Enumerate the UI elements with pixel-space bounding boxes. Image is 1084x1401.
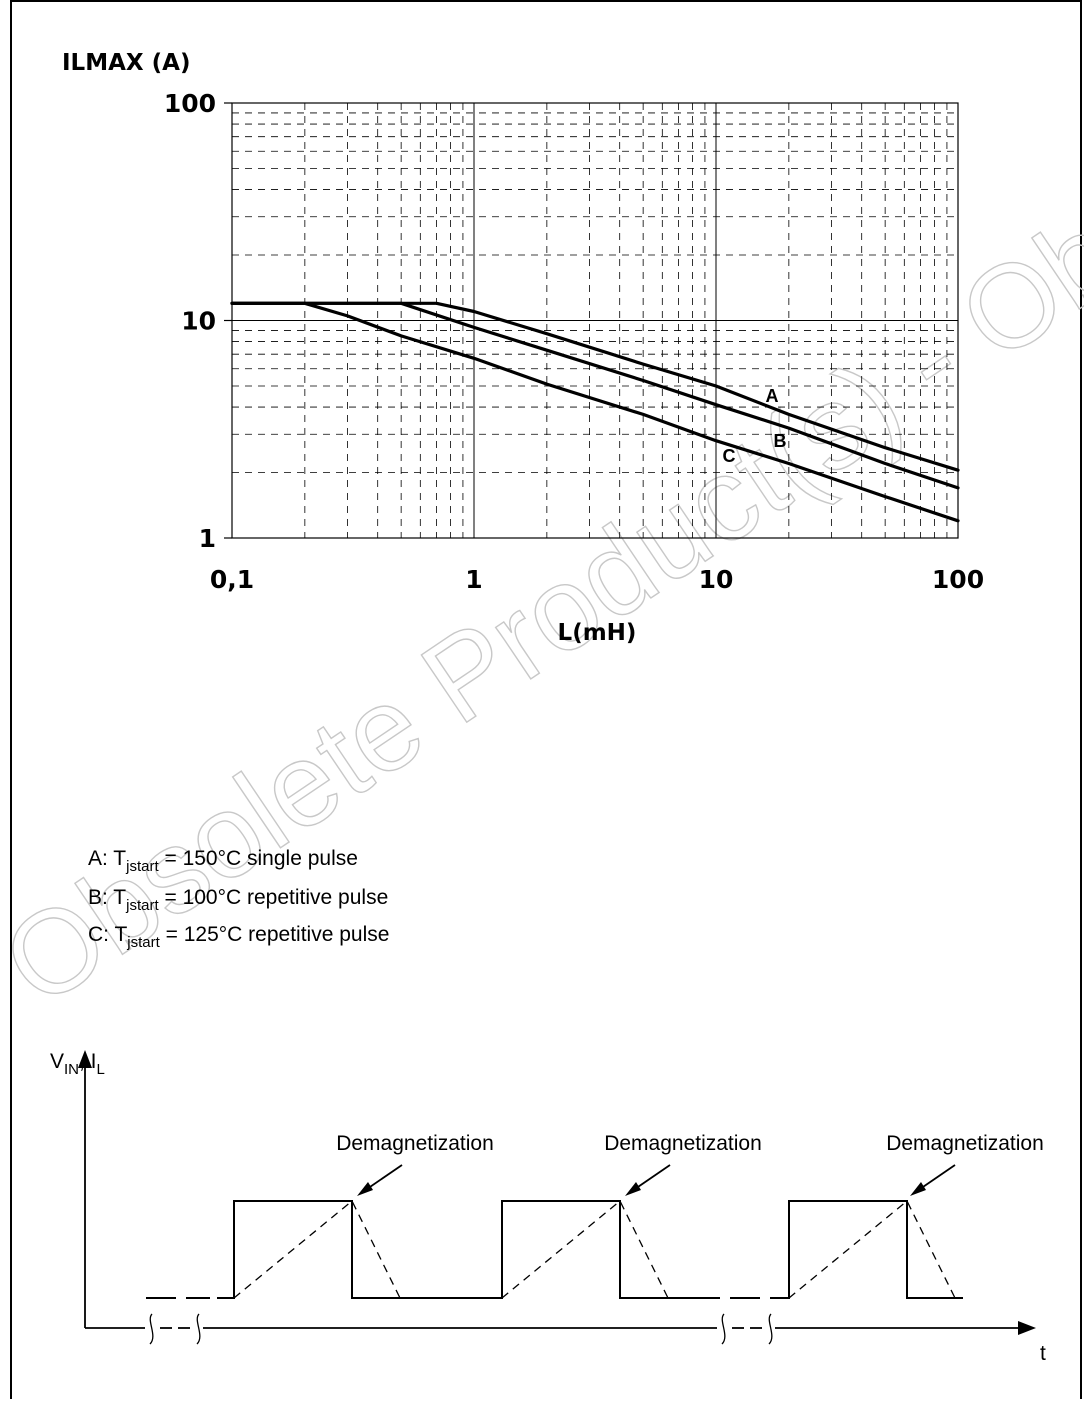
demagnetization-arrow-icon: [625, 1182, 641, 1196]
y-tick-label: 100: [164, 89, 216, 118]
y-axis-title: ILMAX (A): [62, 50, 190, 76]
legend: A: Tjstart = 150°C single pulse B: Tjsta…: [88, 847, 389, 951]
y-tick-label: 1: [199, 524, 216, 553]
waveform-diagram: VIN, IL t: [50, 1050, 1046, 1365]
il-current-trace: [233, 1199, 956, 1299]
annotation-arrows: [357, 1164, 956, 1196]
axis-break-marks: [149, 1313, 773, 1345]
series-line-c: [230, 301, 960, 523]
demagnetization-arrow-icon: [910, 1182, 926, 1196]
vin-pulse-trace: [146, 1200, 963, 1299]
series-line-b: [230, 301, 960, 490]
waveform-x-label: t: [1040, 1342, 1046, 1365]
chart-grid: [224, 102, 959, 539]
watermark-text: Obsolete Product(s) - Obsolete Product(s…: [0, 0, 1084, 1032]
x-tick-label: 10: [699, 565, 734, 594]
annotation-demagnetization-2: Demagnetization: [604, 1132, 762, 1155]
annotation-demagnetization-3: Demagnetization: [886, 1132, 1044, 1155]
page-frame: [10, 0, 1082, 1399]
x-tick-label: 1: [465, 565, 482, 594]
series-label-c: C: [723, 446, 736, 466]
x-tick-label: 100: [932, 565, 984, 594]
legend-item-b: B: Tjstart = 100°C repetitive pulse: [88, 886, 388, 914]
x-tick-label: 0,1: [210, 565, 254, 594]
legend-item-c: C: Tjstart = 125°C repetitive pulse: [88, 923, 389, 951]
chart-series: [230, 301, 960, 523]
chart: 0,1 1 10 100 1 10 100 ILMAX (A) L(mH) A B C: [62, 50, 984, 646]
x-axis-title: L(mH): [558, 620, 637, 646]
y-axis-arrow-icon: [78, 1050, 92, 1068]
plot-area-border: [231, 102, 959, 539]
y-tick-label: 10: [181, 307, 216, 336]
legend-item-a: A: Tjstart = 150°C single pulse: [88, 847, 358, 875]
demagnetization-arrow-icon: [357, 1182, 373, 1196]
chart-tick-labels: 0,1 1 10 100 1 10 100: [164, 89, 984, 594]
x-axis-arrow-icon: [1018, 1321, 1036, 1335]
watermark: Obsolete Product(s) - Obsolete Product(s…: [0, 0, 1084, 1032]
annotation-demagnetization-1: Demagnetization: [336, 1132, 494, 1155]
series-label-a: A: [766, 386, 779, 406]
waveform-y-label: VIN, IL: [50, 1050, 105, 1078]
series-label-b: B: [774, 431, 787, 451]
